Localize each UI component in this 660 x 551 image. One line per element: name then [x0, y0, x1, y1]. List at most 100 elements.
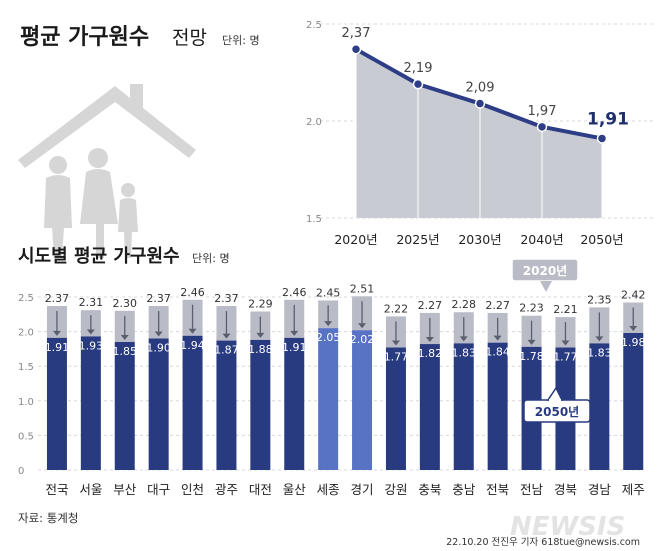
bar-2020-value: 2.51	[350, 282, 375, 295]
bar-category-label: 강원	[384, 482, 407, 497]
bar-category-label: 경북	[554, 482, 577, 497]
bar-2050-value: 1.84	[485, 346, 510, 359]
bar-2020-value: 2.29	[248, 298, 273, 311]
line-xtick-label: 2025년	[396, 232, 439, 247]
bar-2050	[80, 336, 101, 470]
bar-arrow-head	[324, 321, 333, 327]
bar-ytick-label: 0.5	[18, 431, 34, 442]
bar-2020-value: 2.35	[587, 293, 612, 306]
line-data-label: 1,97	[528, 104, 557, 119]
bar-arrow-head	[154, 331, 163, 337]
bar-category-label: 전국	[45, 482, 68, 497]
line-data-label: 2,37	[342, 26, 371, 41]
bar-arrow-head	[493, 335, 502, 341]
bar-2050-value: 1.78	[519, 350, 544, 363]
bar-2020-value: 2.46	[282, 286, 307, 299]
bar-category-label: 경남	[588, 482, 612, 497]
callout-2020-label: 2020년	[523, 264, 567, 278]
line-data-label: 2,09	[466, 81, 495, 96]
line-point	[474, 98, 486, 109]
line-xtick-label: 2020년	[334, 232, 377, 247]
bar-2050	[487, 342, 508, 470]
bar-ytick-label: 2.0	[18, 328, 34, 339]
callout-2050: 2050년	[523, 386, 591, 423]
bar-2050	[453, 343, 474, 470]
bar-arrow-head	[629, 325, 638, 331]
bar-2050-value: 2.02	[350, 333, 375, 346]
bar-ytick-label: 2.5	[18, 293, 34, 304]
bar-2020-value: 2.30	[113, 297, 138, 310]
bar-arrow-head	[256, 332, 265, 338]
bar-category-label: 대전	[249, 482, 272, 497]
bar-arrow-head	[527, 339, 536, 345]
line-point	[412, 78, 424, 90]
line-xtick-label: 2030년	[458, 232, 501, 247]
line-point	[536, 121, 548, 133]
line-data-label: 1,91	[587, 109, 629, 129]
line-chart: 1.5 2.0 2.5 2,37 2020년 2,19 2025년 2,09 2030년 1,97…	[306, 20, 656, 247]
bar-2050-value: 1.91	[282, 341, 307, 354]
bar-2050	[419, 344, 440, 470]
line-ytick-label: 1.5	[306, 214, 322, 225]
bar-2020-value: 2.37	[146, 292, 171, 305]
bar-category-label: 대구	[147, 482, 170, 497]
bar-category-label: 부산	[113, 482, 137, 497]
bar-2050-value: 1.83	[587, 346, 612, 359]
bar-arrow-head	[120, 334, 129, 340]
line-data-label: 2,19	[404, 61, 433, 76]
bar-2050-value: 1.85	[113, 345, 138, 358]
bar-2050-value: 1.94	[180, 339, 205, 352]
bar-2050-value: 1.87	[214, 344, 239, 357]
bar-2020-value: 2.37	[214, 292, 239, 305]
bar-arrow-head	[561, 340, 570, 346]
bar-chart: 0 0.5 1.0 1.5 2.0 2.5 2.37 1.91 전국 2.31 1.93 서울 2.30…	[18, 282, 646, 497]
bar-category-label: 충남	[452, 482, 476, 497]
bar-2020-value: 2.27	[418, 299, 443, 312]
bar-category-label: 광주	[215, 482, 238, 497]
bar-2050-value: 1.77	[384, 351, 409, 364]
bar-2050	[318, 328, 339, 470]
bar-category-label: 전북	[486, 482, 509, 497]
page-subtitle: 전망	[172, 27, 207, 49]
callout-2020: 2020년	[511, 258, 579, 292]
bar-2020-value: 2.42	[621, 289, 646, 302]
line-point	[350, 43, 362, 55]
bar-category-label: 전남	[520, 482, 544, 497]
bar-2050	[216, 340, 237, 470]
bar-ytick-label: 1.5	[18, 362, 34, 373]
bar-category-label: 충북	[418, 482, 441, 497]
bar-arrow-head	[222, 333, 231, 339]
bar-2050	[46, 337, 67, 470]
bar-2020-value: 2.46	[180, 286, 205, 299]
bar-2050-value: 1.83	[452, 346, 477, 359]
bar-2050-value: 1.98	[621, 336, 646, 349]
bar-arrow-head	[595, 336, 604, 342]
bar-2050	[284, 337, 305, 470]
bar-2020-value: 2.22	[384, 302, 409, 315]
bar-arrow-head	[459, 336, 468, 342]
bar-2050-value: 1.82	[418, 347, 443, 360]
line-ytick-label: 2.0	[306, 117, 322, 128]
bar-arrow-head	[425, 337, 434, 343]
bar-2050-value: 1.77	[553, 351, 578, 364]
newsis-watermark: NEWSIS	[510, 512, 625, 542]
bar-2020-value: 2.45	[316, 286, 341, 299]
bar-2050-value: 1.93	[79, 339, 104, 352]
line-ytick-label: 2.5	[306, 20, 322, 31]
bar-2050-value: 1.91	[45, 341, 70, 354]
bar-arrow-head	[391, 340, 400, 346]
header: 평균 가구원수 전망 단위: 명	[20, 25, 260, 50]
bar-arrow-head	[188, 328, 197, 334]
source-note: 자료: 통계청	[18, 511, 78, 525]
bar-2050	[250, 339, 271, 470]
bar-arrow-head	[290, 330, 299, 336]
line-xtick-label: 2040년	[520, 232, 563, 247]
bar-2050	[623, 332, 644, 470]
bar-2050-value: 1.90	[146, 342, 171, 355]
bar-2050-value: 1.88	[248, 343, 273, 356]
bar-2050	[182, 335, 203, 470]
bar-2050	[589, 343, 610, 470]
bar-category-label: 경기	[351, 482, 374, 497]
section2-title: 시도별 평균 가구원수	[18, 246, 180, 267]
